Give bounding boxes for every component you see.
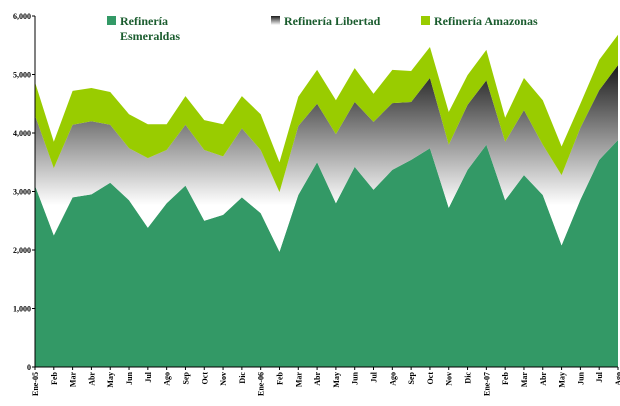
x-tick-label: Jun <box>351 371 360 384</box>
x-tick-label: Mar <box>294 372 303 388</box>
x-tick-label: Ago <box>388 372 397 386</box>
x-tick-label: Feb <box>50 371 59 384</box>
x-tick-label: Sep <box>181 371 190 384</box>
y-tick-label: 6,000 <box>13 12 31 21</box>
x-tick-label: Oct <box>426 372 435 385</box>
legend-item: Refinería Esmeraldas <box>107 14 230 44</box>
legend-item: Refinería Libertad <box>271 14 394 29</box>
area <box>35 65 618 252</box>
legend-item: Refinería Amazonas <box>421 14 544 29</box>
x-tick-label: Abr <box>313 372 322 386</box>
area <box>35 34 618 193</box>
x-tick-label: Mar <box>520 372 529 388</box>
x-tick-label: Nov <box>445 372 454 386</box>
y-tick-label: 0 <box>27 363 31 372</box>
y-tick-label: 2,000 <box>13 246 31 255</box>
x-tick-label: Jun <box>125 371 134 384</box>
x-tick-label: Jul <box>144 371 153 382</box>
x-tick-label: Abr <box>539 372 548 386</box>
legend-label: Refinería Amazonas <box>434 14 538 28</box>
y-tick-label: 1,000 <box>13 305 31 314</box>
x-tick-label: May <box>558 372 567 388</box>
x-tick-label: Ago <box>614 372 620 386</box>
x-tick-label: Abr <box>87 372 96 386</box>
x-tick-label: Jul <box>370 371 379 382</box>
x-tick-label: Ene-07 <box>482 372 491 396</box>
x-tick-label: Dic <box>238 372 247 384</box>
x-tick-label: Ene-05 <box>31 372 40 396</box>
x-tick-label: Jul <box>595 371 604 382</box>
y-tick-label: 5,000 <box>13 71 31 80</box>
legend-label: Refinería Esmeraldas <box>120 14 180 43</box>
x-tick-label: Ago <box>163 372 172 386</box>
legend-swatch <box>421 16 430 25</box>
legend-swatch <box>107 16 116 25</box>
x-tick-label: Dic <box>464 372 473 384</box>
x-tick-label: Nov <box>219 372 228 386</box>
legend-swatch <box>271 16 280 25</box>
x-tick-label: Mar <box>69 372 78 388</box>
area <box>35 140 618 367</box>
x-tick-label: May <box>332 372 341 388</box>
x-tick-label: Oct <box>200 372 209 385</box>
x-tick-label: May <box>106 372 115 388</box>
x-tick-label: Ene-06 <box>257 372 266 396</box>
x-tick-label: Feb <box>501 371 510 384</box>
legend-label: Refinería Libertad <box>284 14 381 28</box>
y-tick-label: 4,000 <box>13 129 31 138</box>
y-tick-label: 3,000 <box>13 188 31 197</box>
x-tick-label: Sep <box>407 371 416 384</box>
x-tick-label: Jun <box>576 371 585 384</box>
x-tick-label: Feb <box>275 371 284 384</box>
